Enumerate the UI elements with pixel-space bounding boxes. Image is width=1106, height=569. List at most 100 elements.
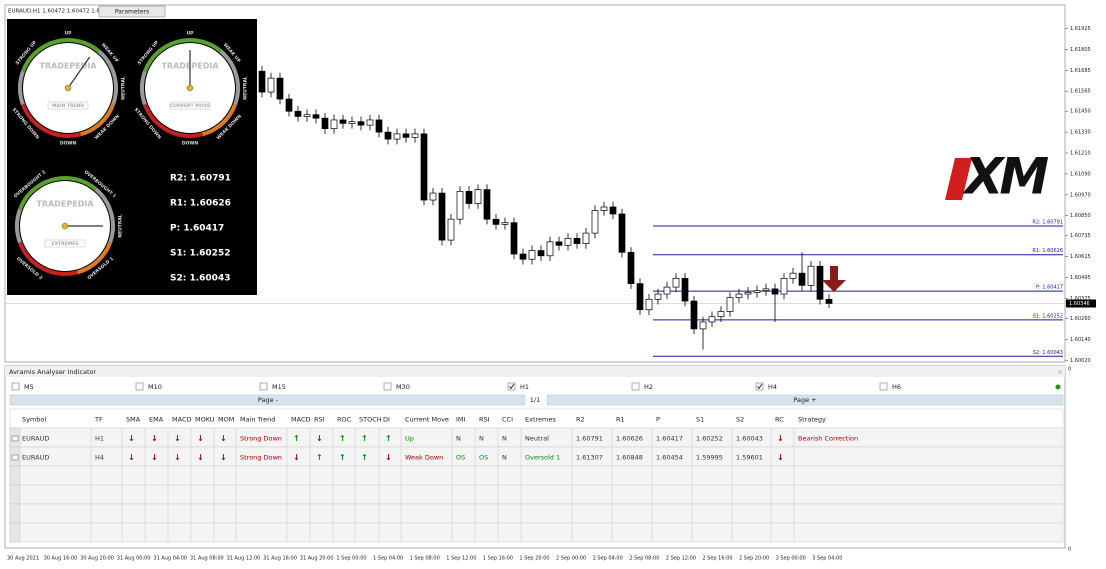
page-next-button[interactable] bbox=[546, 394, 1064, 406]
row-icon[interactable] bbox=[11, 435, 19, 442]
table-cell: ↑ bbox=[361, 453, 368, 462]
candle-body bbox=[312, 114, 320, 119]
timeframe-label: H1 bbox=[520, 383, 529, 391]
candle-body bbox=[321, 117, 329, 129]
x-tick-label: 31 Aug 08:00 bbox=[190, 556, 224, 562]
row-icon[interactable] bbox=[11, 454, 19, 461]
table-cell: EURAUD bbox=[22, 435, 49, 443]
current-price-label: 1.60346 bbox=[1069, 301, 1090, 307]
pivot-level-label: S2: 1.60043 bbox=[1033, 350, 1063, 356]
gauge-arc bbox=[21, 38, 101, 73]
column-header: ROC bbox=[337, 416, 352, 424]
candle-body bbox=[330, 119, 338, 129]
y-tick-label: 1.61330 bbox=[1070, 130, 1091, 136]
gauge: OVERBOUGHT 2 OVERBOUGHT 1NEUTRALOVERSOLD … bbox=[13, 169, 124, 281]
candle-body bbox=[663, 286, 671, 295]
candle-body bbox=[357, 121, 365, 126]
table-cell: ↓ bbox=[128, 434, 135, 443]
column-header: S1 bbox=[696, 416, 704, 424]
y-tick-label: 1.61565 bbox=[1070, 89, 1091, 95]
timeframe-checkbox[interactable] bbox=[259, 382, 268, 391]
column-header: R1 bbox=[616, 416, 625, 424]
candle-body bbox=[402, 133, 410, 138]
column-header: Strategy bbox=[798, 416, 826, 424]
gauge-arc bbox=[140, 70, 147, 106]
timeframe-checkbox[interactable] bbox=[383, 382, 392, 391]
page-next-label[interactable]: Page + bbox=[793, 396, 816, 404]
table-cell: ↓ bbox=[777, 434, 784, 443]
page-prev-button[interactable] bbox=[9, 394, 526, 406]
xm-logo: XM bbox=[945, 148, 1052, 206]
gauge-arc bbox=[18, 241, 78, 276]
gauge-arc bbox=[76, 241, 112, 275]
x-tick-label: 1 Sep 20:00 bbox=[519, 556, 549, 562]
candle-body bbox=[672, 278, 680, 288]
row-selector bbox=[9, 465, 21, 486]
gauge-caption-box bbox=[44, 239, 86, 248]
level-readout: R1: 1.60626 bbox=[170, 199, 231, 209]
page-prev-label[interactable]: Page - bbox=[258, 396, 279, 404]
candle-body bbox=[591, 210, 599, 234]
candle-body bbox=[807, 265, 815, 286]
timeframe-checkbox[interactable] bbox=[135, 382, 144, 391]
candle-body bbox=[654, 293, 662, 300]
column-header: Current Move bbox=[405, 416, 449, 424]
candle-body bbox=[456, 190, 464, 220]
indicator-title: Avramis Analyser Indicator bbox=[9, 368, 97, 376]
timeframe-checkbox[interactable] bbox=[879, 382, 888, 391]
x-tick-label: 31 Aug 04:00 bbox=[153, 556, 187, 562]
gauge-caption: CURRENT MOVE bbox=[170, 103, 210, 109]
parameters-tab[interactable] bbox=[98, 5, 166, 18]
table-cell: 1.60043 bbox=[736, 435, 763, 443]
indicator-scale: 0 bbox=[1068, 367, 1071, 373]
y-tick-label: 1.60850 bbox=[1070, 213, 1091, 219]
y-tick-label: 1.60615 bbox=[1070, 254, 1091, 260]
candle-body bbox=[429, 192, 437, 201]
table-cell: 1.60252 bbox=[696, 435, 723, 443]
indicator-titlebar bbox=[5, 366, 1065, 377]
timeframe-label: H4 bbox=[768, 383, 777, 391]
logo-text: XM bbox=[962, 148, 1049, 206]
timeframe-checkbox[interactable] bbox=[631, 382, 640, 391]
gauge-hub bbox=[61, 222, 69, 230]
gauge-label: DOWN bbox=[60, 141, 77, 147]
row-selector bbox=[9, 503, 21, 524]
timeframe-checkbox[interactable] bbox=[755, 382, 764, 391]
checkbox-tick bbox=[509, 383, 515, 390]
parameters-tab-label[interactable]: Parameters bbox=[115, 9, 149, 16]
column-header: Symbol bbox=[22, 416, 46, 424]
table-cell: ↓ bbox=[151, 434, 158, 443]
gauge-brand: TRADEPEDIA bbox=[36, 200, 94, 209]
column-header: TF bbox=[94, 416, 103, 424]
timeframe-checkbox[interactable] bbox=[507, 382, 516, 391]
candle-body bbox=[465, 190, 473, 204]
candle-body bbox=[546, 241, 554, 257]
candle-body bbox=[699, 321, 707, 330]
y-tick-label: 1.61805 bbox=[1070, 47, 1091, 53]
table-cell: ↓ bbox=[385, 453, 392, 462]
candle-body bbox=[294, 110, 302, 117]
candle-body bbox=[438, 192, 446, 241]
candle-body bbox=[636, 283, 644, 311]
gauge-label: NEUTRAL bbox=[243, 76, 249, 100]
x-tick-label: 1 Sep 08:00 bbox=[410, 556, 440, 562]
close-button[interactable]: × bbox=[1057, 368, 1062, 376]
x-tick-label: 2 Sep 04:00 bbox=[593, 556, 623, 562]
pivot-level-label: S1: 1.60252 bbox=[1033, 313, 1063, 319]
candle-body bbox=[537, 250, 545, 257]
candle-body bbox=[645, 298, 653, 311]
candle-body bbox=[411, 133, 419, 138]
y-tick-label: 1.60735 bbox=[1070, 233, 1091, 239]
candle-body bbox=[384, 131, 392, 140]
signal-arrow bbox=[822, 266, 846, 292]
candle-body bbox=[366, 119, 374, 126]
gauge-caption: EXTREMES bbox=[52, 241, 79, 247]
table-cell: Strong Down bbox=[240, 454, 282, 462]
gauge-hub bbox=[64, 84, 72, 92]
candle-body bbox=[600, 206, 608, 211]
y-tick-label: 1.60495 bbox=[1070, 275, 1091, 281]
candle-body bbox=[285, 98, 293, 112]
table-cell: ↓ bbox=[151, 453, 158, 462]
table-cell: N bbox=[502, 454, 507, 462]
timeframe-checkbox[interactable] bbox=[11, 382, 20, 391]
